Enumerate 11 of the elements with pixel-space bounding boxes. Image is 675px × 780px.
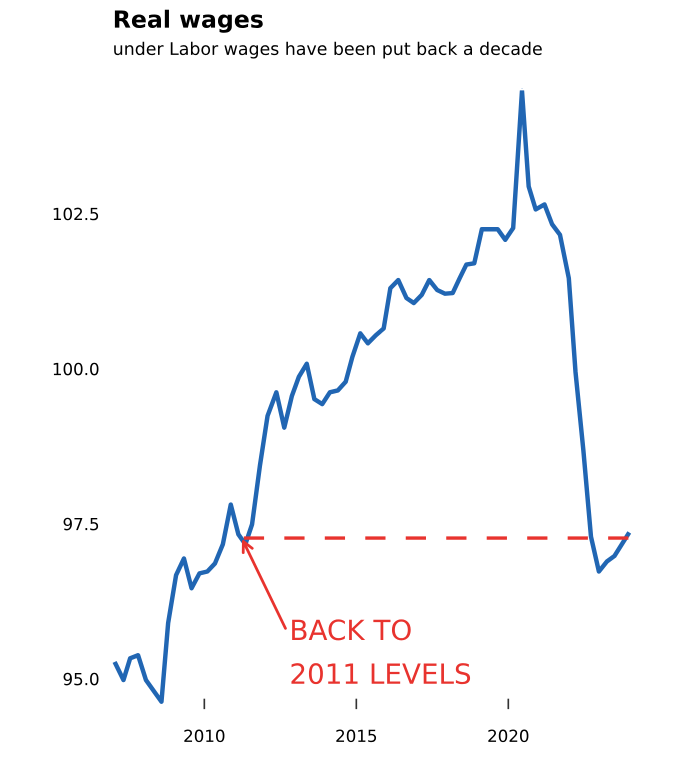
- annotation: BACK TO 2011 LEVELS: [291, 619, 470, 684]
- y-tick-label: 102.5: [54, 208, 98, 220]
- chart-subtitle: under Labor wages have been put back a decade: [114, 42, 542, 58]
- x-tick-label: 2010: [184, 730, 224, 742]
- x-tick-label: 2015: [336, 730, 376, 742]
- x-tick-label: 2020: [488, 730, 528, 742]
- y-tick-label: 97.5: [64, 518, 98, 530]
- chart-title: Real wages: [114, 10, 263, 33]
- y-tick-label: 100.0: [54, 362, 98, 376]
- line-series: [113, 88, 630, 704]
- y-tick-label: 95.0: [64, 672, 98, 686]
